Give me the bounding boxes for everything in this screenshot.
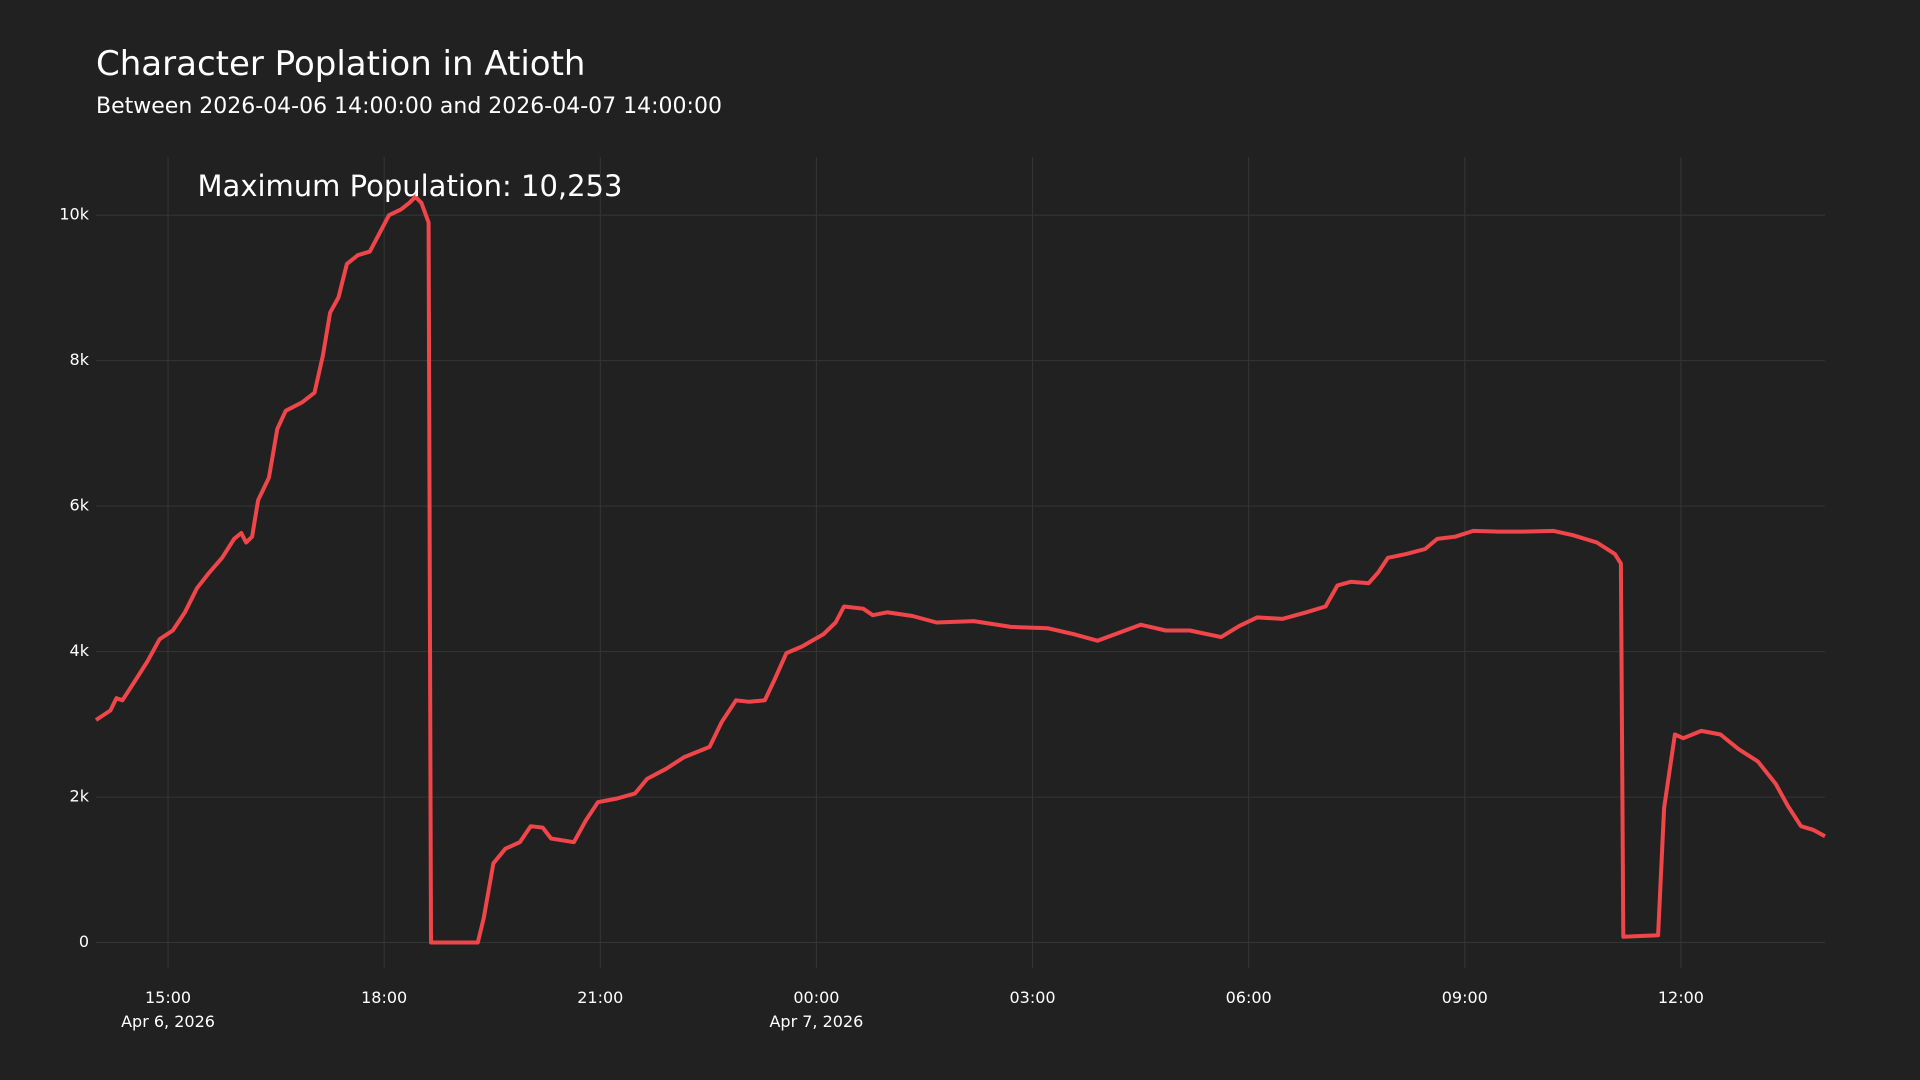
- x-tick-label: 03:00: [1009, 988, 1056, 1007]
- x-tick-label: 06:00: [1225, 988, 1272, 1007]
- data-line: [94, 194, 1826, 945]
- chart-subtitle: Between 2026-04-06 14:00:00 and 2026-04-…: [96, 94, 722, 119]
- x-tick-label: 12:00: [1657, 988, 1704, 1007]
- x-tick-label: 21:00: [577, 988, 624, 1007]
- x-tick-label: 09:00: [1441, 988, 1488, 1007]
- y-tick-label: 0: [79, 932, 89, 951]
- x-tick-label: 18:00: [361, 988, 408, 1007]
- annotation: Maximum Population: 10,253: [198, 169, 623, 203]
- y-tick-label: 8k: [70, 350, 90, 369]
- y-tick-label: 2k: [70, 787, 90, 806]
- y-tick-label: 6k: [70, 496, 90, 515]
- x-tick-label: 00:00 Apr 7, 2026: [769, 988, 864, 1031]
- chart-title: Character Poplation in Atioth: [96, 44, 586, 84]
- x-tick-label: 15:00 Apr 6, 2026: [121, 988, 215, 1031]
- y-tick-label: 10k: [59, 205, 89, 224]
- y-tick-label: 4k: [70, 641, 90, 660]
